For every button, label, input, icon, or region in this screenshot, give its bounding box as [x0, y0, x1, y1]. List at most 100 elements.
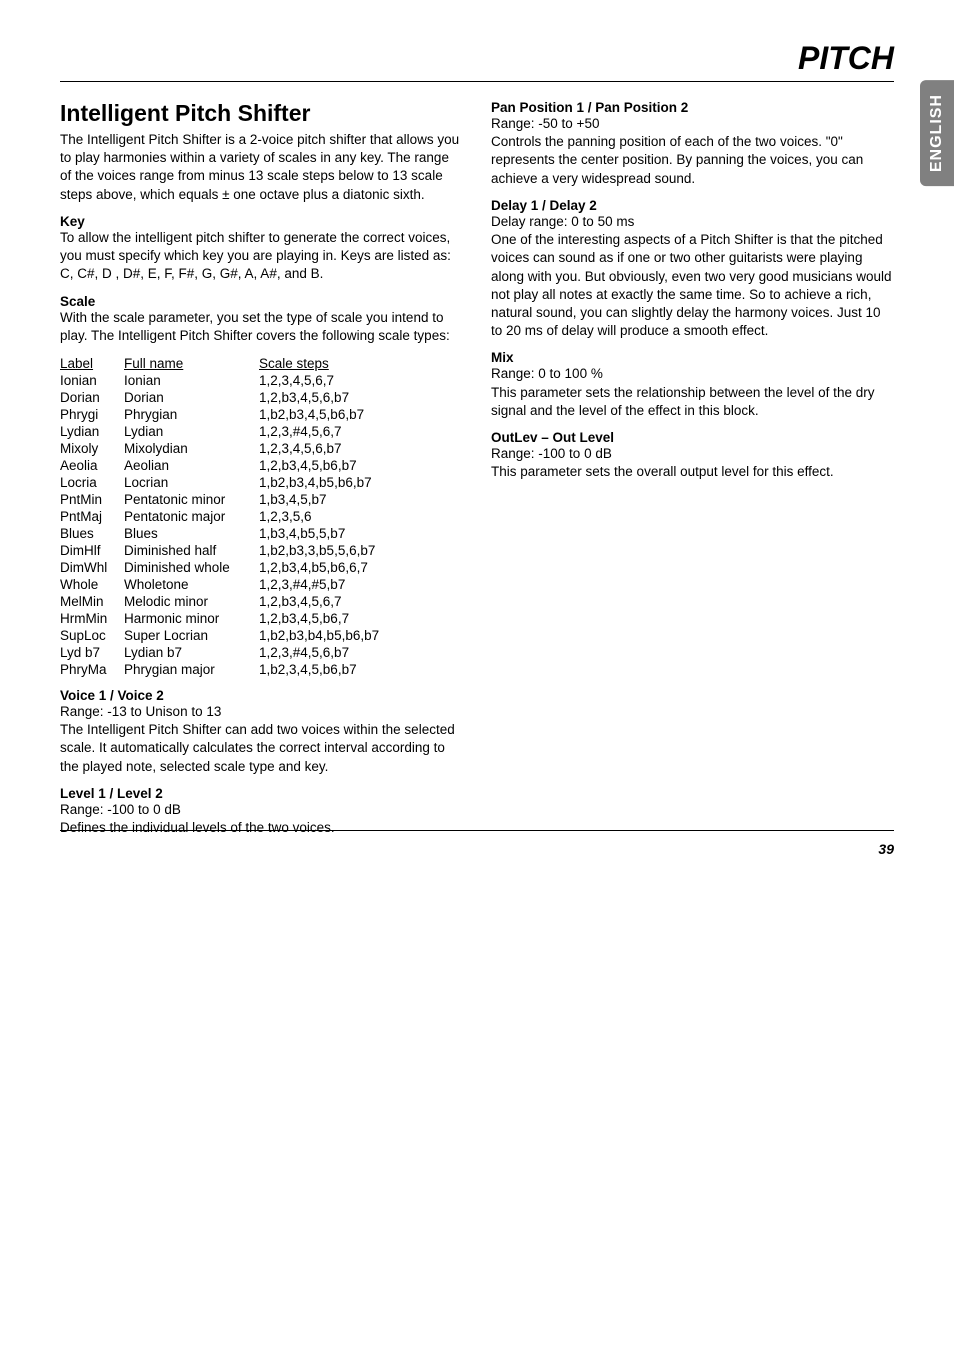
table-cell: Lydian b7 [124, 644, 259, 661]
table-row: DimWhlDiminished whole1,2,b3,4,b5,b6,6,7 [60, 559, 383, 576]
table-cell: 1,b2,b3,3,b5,5,6,b7 [259, 542, 383, 559]
outlev-range: Range: -100 to 0 dB [491, 445, 894, 463]
table-cell: 1,2,b3,4,b5,b6,6,7 [259, 559, 383, 576]
intro-text: The Intelligent Pitch Shifter is a 2-voi… [60, 131, 463, 204]
mix-range: Range: 0 to 100 % [491, 365, 894, 383]
table-cell: PntMaj [60, 508, 124, 525]
table-cell: Lydian [60, 423, 124, 440]
table-cell: 1,b2,b3,b4,b5,b6,b7 [259, 627, 383, 644]
outlev-title: OutLev – Out Level [491, 430, 894, 445]
table-cell: Blues [60, 525, 124, 542]
table-cell: Dorian [124, 389, 259, 406]
level-title: Level 1 / Level 2 [60, 786, 463, 801]
table-cell: 1,2,b3,4,5,6,7 [259, 593, 383, 610]
table-cell: 1,2,3,#4,#5,b7 [259, 576, 383, 593]
scale-title: Scale [60, 294, 463, 309]
table-cell: 1,2,3,#4,5,6,7 [259, 423, 383, 440]
voice-title: Voice 1 / Voice 2 [60, 688, 463, 703]
page-header: PITCH [60, 40, 894, 82]
footer-rule [60, 830, 894, 831]
table-cell: Diminished half [124, 542, 259, 559]
table-cell: PhryMa [60, 661, 124, 678]
table-cell: Locria [60, 474, 124, 491]
table-cell: 1,2,3,4,5,6,b7 [259, 440, 383, 457]
table-cell: HrmMin [60, 610, 124, 627]
table-row: MelMinMelodic minor1,2,b3,4,5,6,7 [60, 593, 383, 610]
table-cell: Locrian [124, 474, 259, 491]
table-cell: 1,2,3,#4,5,6,b7 [259, 644, 383, 661]
table-cell: Super Locrian [124, 627, 259, 644]
table-row: PntMinPentatonic minor1,b3,4,5,b7 [60, 491, 383, 508]
table-cell: PntMin [60, 491, 124, 508]
voice-text: The Intelligent Pitch Shifter can add tw… [60, 721, 463, 776]
table-cell: 1,b2,3,4,5,b6,b7 [259, 661, 383, 678]
delay-range: Delay range: 0 to 50 ms [491, 213, 894, 231]
table-row: DimHlfDiminished half1,b2,b3,3,b5,5,6,b7 [60, 542, 383, 559]
table-cell: Lyd b7 [60, 644, 124, 661]
voice-range: Range: -13 to Unison to 13 [60, 703, 463, 721]
table-cell: 1,2,b3,4,5,6,b7 [259, 389, 383, 406]
table-row: PhrygiPhrygian1,b2,b3,4,5,b6,b7 [60, 406, 383, 423]
table-cell: MelMin [60, 593, 124, 610]
table-cell: Wholetone [124, 576, 259, 593]
table-cell: 1,2,b3,4,5,b6,7 [259, 610, 383, 627]
table-cell: Phrygian major [124, 661, 259, 678]
table-cell: Blues [124, 525, 259, 542]
table-cell: 1,2,3,4,5,6,7 [259, 372, 383, 389]
table-row: WholeWholetone1,2,3,#4,#5,b7 [60, 576, 383, 593]
pan-text: Controls the panning position of each of… [491, 133, 894, 188]
table-header: Label [60, 355, 124, 372]
mix-title: Mix [491, 350, 894, 365]
table-row: SupLocSuper Locrian1,b2,b3,b4,b5,b6,b7 [60, 627, 383, 644]
scale-table: Label Full name Scale steps IonianIonian… [60, 355, 383, 678]
table-cell: Melodic minor [124, 593, 259, 610]
delay-text: One of the interesting aspects of a Pitc… [491, 231, 894, 340]
table-row: DorianDorian1,2,b3,4,5,6,b7 [60, 389, 383, 406]
table-cell: Phrygian [124, 406, 259, 423]
table-header: Scale steps [259, 355, 383, 372]
table-cell: Whole [60, 576, 124, 593]
left-column: Intelligent Pitch Shifter The Intelligen… [60, 100, 463, 847]
table-cell: Aeolia [60, 457, 124, 474]
table-cell: Phrygi [60, 406, 124, 423]
outlev-text: This parameter sets the overall output l… [491, 463, 894, 481]
pan-range: Range: -50 to +50 [491, 115, 894, 133]
table-row: MixolyMixolydian1,2,3,4,5,6,b7 [60, 440, 383, 457]
table-cell: Pentatonic major [124, 508, 259, 525]
table-row: LydianLydian1,2,3,#4,5,6,7 [60, 423, 383, 440]
table-row: HrmMinHarmonic minor1,2,b3,4,5,b6,7 [60, 610, 383, 627]
table-cell: 1,b2,b3,4,b5,b6,b7 [259, 474, 383, 491]
two-column-layout: Intelligent Pitch Shifter The Intelligen… [60, 100, 894, 847]
table-cell: DimWhl [60, 559, 124, 576]
page-number: 39 [878, 841, 894, 857]
table-cell: Lydian [124, 423, 259, 440]
table-cell: 1,b3,4,5,b7 [259, 491, 383, 508]
table-cell: 1,2,b3,4,5,b6,b7 [259, 457, 383, 474]
table-row: Lyd b7Lydian b71,2,3,#4,5,6,b7 [60, 644, 383, 661]
table-row: PntMajPentatonic major1,2,3,5,6 [60, 508, 383, 525]
table-row: AeoliaAeolian1,2,b3,4,5,b6,b7 [60, 457, 383, 474]
table-cell: 1,b3,4,b5,5,b7 [259, 525, 383, 542]
table-cell: DimHlf [60, 542, 124, 559]
key-title: Key [60, 214, 463, 229]
table-cell: Pentatonic minor [124, 491, 259, 508]
language-tab: ENGLISH [920, 80, 954, 186]
table-cell: Diminished whole [124, 559, 259, 576]
mix-text: This parameter sets the relationship bet… [491, 384, 894, 420]
key-text: To allow the intelligent pitch shifter t… [60, 229, 463, 284]
right-column: Pan Position 1 / Pan Position 2 Range: -… [491, 100, 894, 847]
table-cell: Dorian [60, 389, 124, 406]
level-range: Range: -100 to 0 dB [60, 801, 463, 819]
table-cell: Mixoly [60, 440, 124, 457]
table-cell: Ionian [60, 372, 124, 389]
table-row: LocriaLocrian1,b2,b3,4,b5,b6,b7 [60, 474, 383, 491]
table-cell: 1,2,3,5,6 [259, 508, 383, 525]
level-text: Defines the individual levels of the two… [60, 819, 463, 837]
table-cell: Harmonic minor [124, 610, 259, 627]
scale-text: With the scale parameter, you set the ty… [60, 309, 463, 345]
table-row: IonianIonian1,2,3,4,5,6,7 [60, 372, 383, 389]
pan-title: Pan Position 1 / Pan Position 2 [491, 100, 894, 115]
table-cell: 1,b2,b3,4,5,b6,b7 [259, 406, 383, 423]
table-cell: Ionian [124, 372, 259, 389]
table-cell: Aeolian [124, 457, 259, 474]
